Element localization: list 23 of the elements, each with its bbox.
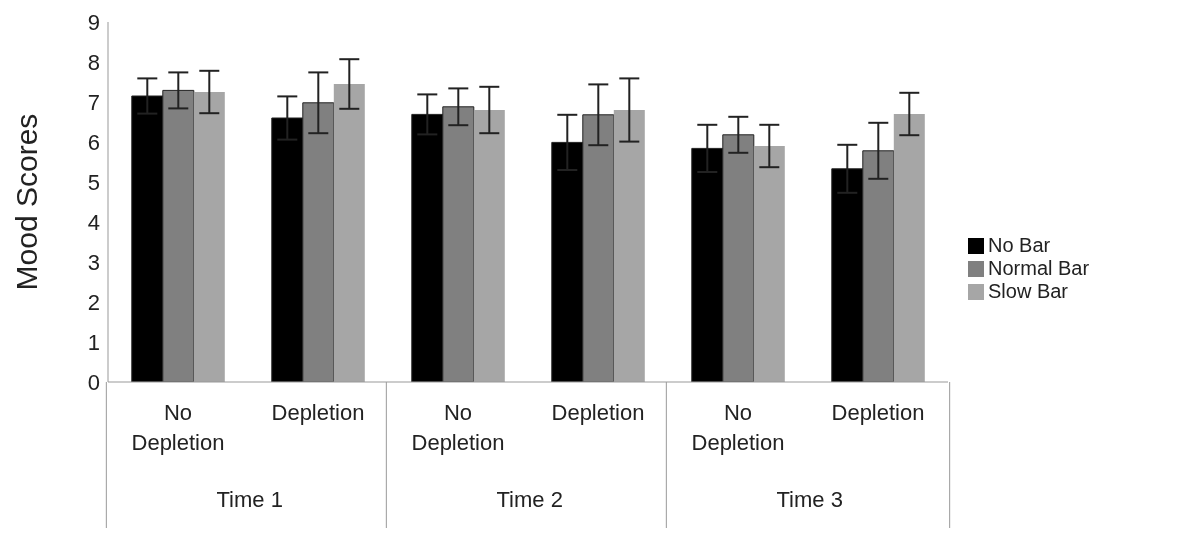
text: Time 1 (216, 487, 283, 512)
x-tick-label: Depletion (831, 400, 925, 425)
y-tick-label: 2 (87, 289, 100, 315)
legend-label: No Bar (988, 233, 1051, 256)
x-tick-label: Depletion (271, 400, 365, 425)
y-tick-label: 6 (87, 129, 100, 155)
x-tick-label: No Depletion (691, 400, 785, 455)
y-axis-title: Mood Scores (9, 113, 43, 291)
legend-label: Slow Bar (988, 279, 1069, 302)
text: Time 3 (776, 487, 843, 512)
y-tick-label: 7 (87, 89, 100, 115)
y-tick-label: 9 (87, 9, 100, 35)
y-tick-label: 8 (87, 49, 100, 75)
x-tick-label: No Depletion (131, 400, 225, 455)
y-tick-label: 4 (87, 209, 100, 235)
y-tick-label: 1 (87, 329, 100, 355)
y-tick-label: 0 (87, 369, 100, 395)
x-tick-label: Depletion (551, 400, 645, 425)
legend-label: Normal Bar (988, 256, 1090, 279)
text: Time 2 (496, 487, 563, 512)
y-tick-label: 5 (87, 169, 100, 195)
y-tick-label: 3 (87, 249, 100, 275)
x-tick-label: No Depletion (411, 400, 505, 455)
